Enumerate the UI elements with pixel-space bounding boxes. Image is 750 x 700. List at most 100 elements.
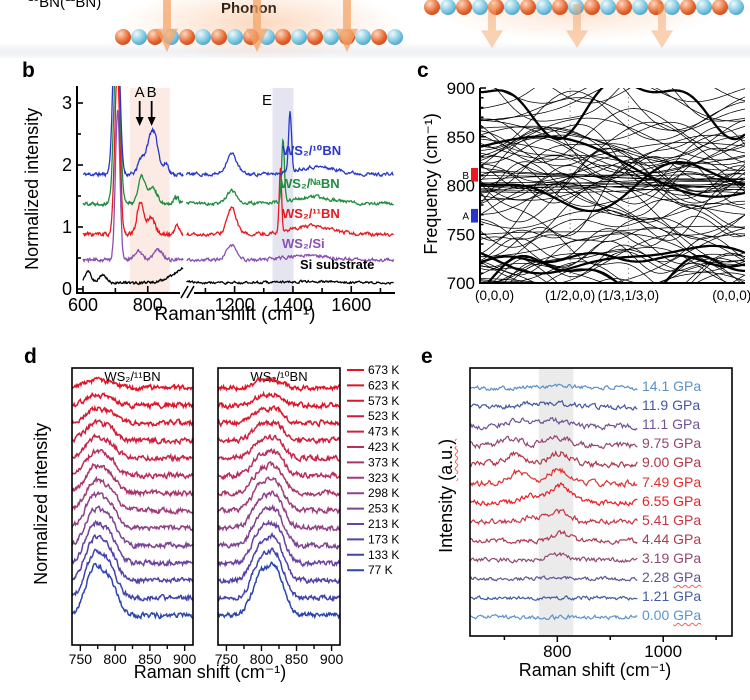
atom-boron xyxy=(115,29,131,45)
svg-text:323 K: 323 K xyxy=(368,471,399,485)
mode-markers: BA xyxy=(462,167,478,223)
panel-d: d Normalized intensity WS₂/¹¹BN WS₂/¹⁰BN… xyxy=(0,338,420,700)
svg-text:1200: 1200 xyxy=(215,295,255,315)
svg-text:423 K: 423 K xyxy=(368,440,399,454)
panel-e-letter: e xyxy=(421,345,433,368)
panel-d-left-title: WS₂/¹¹BN xyxy=(104,369,161,384)
svg-text:800: 800 xyxy=(103,651,127,667)
svg-text:298 K: 298 K xyxy=(368,486,399,500)
atom-nitrogen xyxy=(131,29,147,45)
panel-a-bottom-fade xyxy=(0,42,750,58)
svg-text:(1/2,0,0): (1/2,0,0) xyxy=(545,288,595,303)
pressure-label: 9.75 GPa xyxy=(642,435,702,452)
pressure-label: 6.55 GPa xyxy=(642,492,702,509)
svg-text:1000: 1000 xyxy=(644,642,682,661)
atom-boron xyxy=(680,0,696,15)
atom-nitrogen xyxy=(472,0,488,15)
panel-b-ylabel: Normalized intensity xyxy=(22,107,43,270)
tick-labels: 600 800 1200 1400 1600 0 1 2 3 xyxy=(62,93,371,315)
svg-text:750: 750 xyxy=(215,651,239,667)
isotope-11-sup: 11 xyxy=(65,0,75,4)
series-label: Si substrate xyxy=(300,257,375,272)
pressure-label: 3.19 GPa xyxy=(642,549,702,566)
svg-text:850: 850 xyxy=(285,651,309,667)
svg-text:600: 600 xyxy=(68,295,98,315)
pressure-label: 2.28 GPa xyxy=(642,569,702,585)
svg-text:0: 0 xyxy=(62,279,72,299)
svg-text:A: A xyxy=(462,212,469,223)
atom-nitrogen xyxy=(291,29,307,45)
panel-d-letter: d xyxy=(24,345,37,368)
ticks xyxy=(79,645,186,651)
svg-text:(1/3,1/3,0): (1/3,1/3,0) xyxy=(598,288,660,303)
panel-b-letter: b xyxy=(22,59,35,82)
au-misspell-underline: (a.u.) xyxy=(436,438,457,481)
tick-labels: 750 800 850 900 xyxy=(215,651,344,667)
gpa-misspell-underline: GPa xyxy=(673,569,702,585)
pressure-label: 0.00 GPa xyxy=(642,607,702,624)
svg-text:900: 900 xyxy=(173,651,197,667)
atom-boron xyxy=(552,0,568,15)
svg-text:1400: 1400 xyxy=(273,295,313,315)
atom-nitrogen xyxy=(728,0,744,15)
atom-boron xyxy=(307,29,323,45)
axes xyxy=(76,86,395,299)
svg-text:(0,0,0): (0,0,0) xyxy=(475,288,514,303)
panel-e-plot: 800 1000 xyxy=(469,367,733,661)
atom-nitrogen xyxy=(600,0,616,15)
panel-d-xlabel: Raman shift (cm⁻¹) xyxy=(133,662,287,682)
ticks xyxy=(225,645,333,651)
panel-e-xlabel: Raman shift (cm⁻¹) xyxy=(518,660,672,680)
panel-c-plot: 700 750 800 850 900 (0,0,0) (1/2,0,0) (1/3,1/3,… xyxy=(447,79,750,303)
ticks xyxy=(77,102,382,293)
pressure-label: 1.21 GPa xyxy=(642,588,702,605)
svg-text:523 K: 523 K xyxy=(368,409,399,423)
svg-text:800: 800 xyxy=(543,642,571,661)
svg-text:623 K: 623 K xyxy=(368,378,399,392)
phonon-label: Phonon xyxy=(221,0,277,17)
atom-boron xyxy=(275,29,291,45)
panel-d-ylabel: Normalized intensity xyxy=(31,422,52,585)
series-label: WS₂/Si xyxy=(282,236,325,251)
svg-text:1600: 1600 xyxy=(331,295,371,315)
q-point-labels: (0,0,0) (1/2,0,0) (1/3,1/3,0) (0,0,0) xyxy=(475,288,750,303)
panel-a-illustration: 10BN(11BN) Phonon xyxy=(0,0,750,60)
atom-boron xyxy=(520,0,536,15)
pressure-label: 11.9 GPa xyxy=(642,397,701,414)
svg-text:700: 700 xyxy=(447,274,475,293)
series-label: WS₂/¹⁰BN xyxy=(282,143,342,158)
svg-text:1: 1 xyxy=(62,217,72,237)
tick-labels: 800 1000 xyxy=(543,642,682,661)
svg-text:800: 800 xyxy=(250,651,274,667)
panel-b: b Normalized intensity Raman shift (cm⁻¹… xyxy=(0,58,415,338)
panel-e-ylabel: Intensity (a.u.) xyxy=(436,438,457,553)
atom-nitrogen xyxy=(387,29,403,45)
svg-text:373 K: 373 K xyxy=(368,455,399,469)
plot-frame xyxy=(469,367,733,637)
panel-c-ylabel: Frequency (cm⁻¹) xyxy=(421,113,442,255)
pressure-label: 7.49 GPa xyxy=(642,473,702,490)
atom-boron xyxy=(424,0,440,15)
tick-labels: 750 800 850 900 xyxy=(69,651,197,667)
svg-text:77 K: 77 K xyxy=(368,563,393,577)
isotope-bn-label: 10BN(11BN) xyxy=(28,0,101,11)
svg-text:A: A xyxy=(135,84,145,101)
pressure-label: 9.00 GPa xyxy=(642,454,702,471)
gpa-misspell-underline: GPa xyxy=(673,607,702,624)
spectra-curves xyxy=(469,383,638,621)
pressure-label: 5.41 GPa xyxy=(642,511,702,528)
atom-boron xyxy=(712,0,728,15)
series-label: WS₂/ᴺᵃBN xyxy=(280,176,340,191)
pressure-label: 4.44 GPa xyxy=(642,530,702,547)
ticks xyxy=(503,636,717,642)
atom-nitrogen xyxy=(355,29,371,45)
svg-text:573 K: 573 K xyxy=(368,394,399,408)
svg-text:3: 3 xyxy=(62,93,72,113)
phonon-bands xyxy=(480,88,745,283)
atom-boron xyxy=(616,0,632,15)
highlight-band xyxy=(538,368,574,636)
atom-boron xyxy=(179,29,195,45)
